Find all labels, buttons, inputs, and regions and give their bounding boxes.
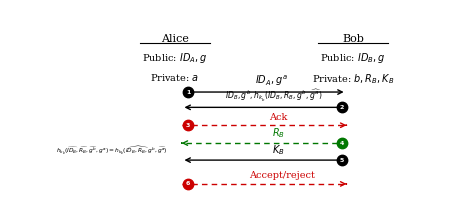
Text: $R_B$: $R_B$ [272, 126, 285, 140]
Text: 6: 6 [186, 181, 191, 187]
Text: Private: $\mathit{a}$: Private: $\mathit{a}$ [150, 72, 200, 84]
Text: 1: 1 [186, 90, 191, 95]
Text: Public: $\mathit{ID}_A, g$: Public: $\mathit{ID}_A, g$ [142, 51, 208, 65]
Text: 3: 3 [186, 123, 191, 128]
Text: Bob: Bob [342, 34, 364, 44]
Text: $\mathit{ID}_A, g^a$: $\mathit{ID}_A, g^a$ [255, 73, 288, 88]
Text: Private: $b, R_B, K_B$: Private: $b, R_B, K_B$ [312, 72, 394, 86]
Text: 2: 2 [340, 105, 344, 110]
Text: Accept/reject: Accept/reject [249, 171, 315, 180]
Text: 4: 4 [340, 141, 344, 146]
Text: $h_{k_b}(\widehat{\mathit{ID}_B}, \widehat{R_B}, \widehat{g^b}, g^a) = h_{k_b}(\: $h_{k_b}(\widehat{\mathit{ID}_B}, \wideh… [55, 145, 167, 157]
Text: Alice: Alice [161, 34, 189, 44]
Text: $\mathit{ID}_B, g^b, h_{k_b}(\mathit{ID}_B, R_B, g^b, \widehat{g^a})$: $\mathit{ID}_B, g^b, h_{k_b}(\mathit{ID}… [225, 88, 322, 104]
Text: 5: 5 [340, 158, 344, 163]
Text: Ack: Ack [270, 113, 288, 122]
Text: Public: $\mathit{ID}_B, g$: Public: $\mathit{ID}_B, g$ [320, 51, 386, 65]
Text: $K_B$: $K_B$ [273, 143, 285, 157]
